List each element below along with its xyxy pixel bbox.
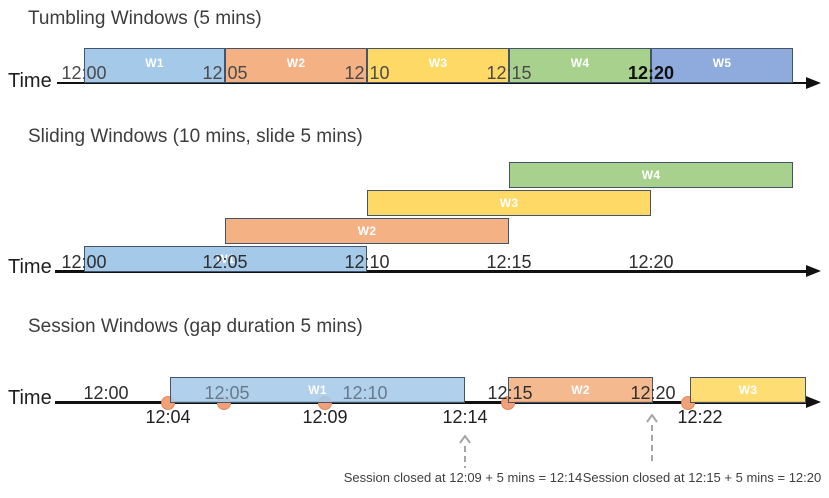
session-window-w3-label: W3 [738, 383, 758, 397]
sliding-window-w3-label: W3 [499, 196, 519, 210]
tumbling-window-w2-label: W2 [286, 56, 306, 70]
session-axis-arrowhead-icon [806, 396, 821, 408]
sliding-time-axis [55, 270, 808, 273]
sliding-window-w4: W4 [509, 162, 793, 188]
sliding-window-w4-label: W4 [641, 168, 661, 182]
session-event-label-1214: 12:14 [442, 407, 488, 427]
tumbling-window-w2: W2 [225, 48, 367, 83]
session-window-w1-label: W1 [308, 383, 327, 397]
sliding-window-w1: W1 [84, 246, 367, 272]
tumbling-window-w5-label: W5 [712, 56, 732, 70]
session-window-w2: W2 [508, 377, 653, 403]
session-window-w3: W3 [690, 377, 806, 403]
sliding-tick-1205: 12:05 [202, 252, 248, 272]
tumbling-window-w5: W5 [651, 48, 793, 83]
tumbling-axis-arrowhead-icon [806, 77, 821, 89]
session-tick-1200: 12:00 [83, 383, 129, 403]
sliding-tick-1200: 12:00 [61, 252, 107, 272]
session-tick-1210: 12:10 [342, 383, 388, 403]
tumbling-window-w1: W1 [84, 48, 225, 83]
sliding-tick-1215: 12:15 [486, 252, 532, 272]
session-window-w2-label: W2 [571, 383, 590, 397]
sliding-tick-1210: 12:10 [344, 252, 390, 272]
tumbling-time-axis [57, 82, 809, 84]
tumbling-tick-1220: 12:20 [627, 63, 675, 83]
tumbling-window-w4: W4 [509, 48, 651, 83]
dashed-up-arrow-icon [459, 435, 471, 468]
tumbling-window-w3: W3 [367, 48, 509, 83]
tumbling-time-axis-label: Time [8, 70, 52, 92]
session-annotation-w1-close: Session closed at 12:09 + 5 mins = 12:14 [343, 470, 583, 485]
sliding-window-w2: W2 [225, 218, 509, 244]
tumbling-tick-1205: 12:05 [202, 63, 248, 83]
session-event-label-1222: 12:22 [677, 407, 723, 427]
sliding-window-w2-label: W2 [357, 224, 377, 238]
sliding-window-w1-label: W1 [216, 252, 235, 266]
session-time-axis-label: Time [8, 387, 52, 409]
tumbling-tick-1215: 12:15 [486, 63, 532, 83]
sliding-window-w3: W3 [367, 190, 651, 216]
session-tick-1215: 12:15 [487, 383, 533, 403]
tumbling-window-w1-label: W1 [145, 56, 164, 70]
session-window-w1: W1 [170, 377, 465, 403]
session-section-title: Session Windows (gap duration 5 mins) [28, 316, 363, 337]
session-event-label-1204: 12:04 [145, 407, 191, 427]
dashed-up-arrow-icon [646, 414, 658, 461]
tumbling-tick-1200: 12:00 [61, 63, 107, 83]
session-tick-1220: 12:20 [630, 383, 676, 403]
tumbling-section-title: Tumbling Windows (5 mins) [28, 8, 262, 29]
sliding-axis-arrowhead-icon [806, 265, 821, 277]
session-event-label-1209: 12:09 [302, 407, 348, 427]
session-tick-1205: 12:05 [204, 383, 250, 403]
tumbling-tick-1210: 12:10 [344, 63, 390, 83]
tumbling-window-w4-label: W4 [570, 56, 590, 70]
sliding-section-title: Sliding Windows (10 mins, slide 5 mins) [28, 126, 363, 147]
sliding-tick-1220: 12:20 [628, 252, 674, 272]
sliding-time-axis-label: Time [8, 256, 52, 278]
session-annotation-w2-close: Session closed at 12:15 + 5 mins = 12:20 [582, 470, 822, 485]
tumbling-window-w3-label: W3 [428, 56, 448, 70]
